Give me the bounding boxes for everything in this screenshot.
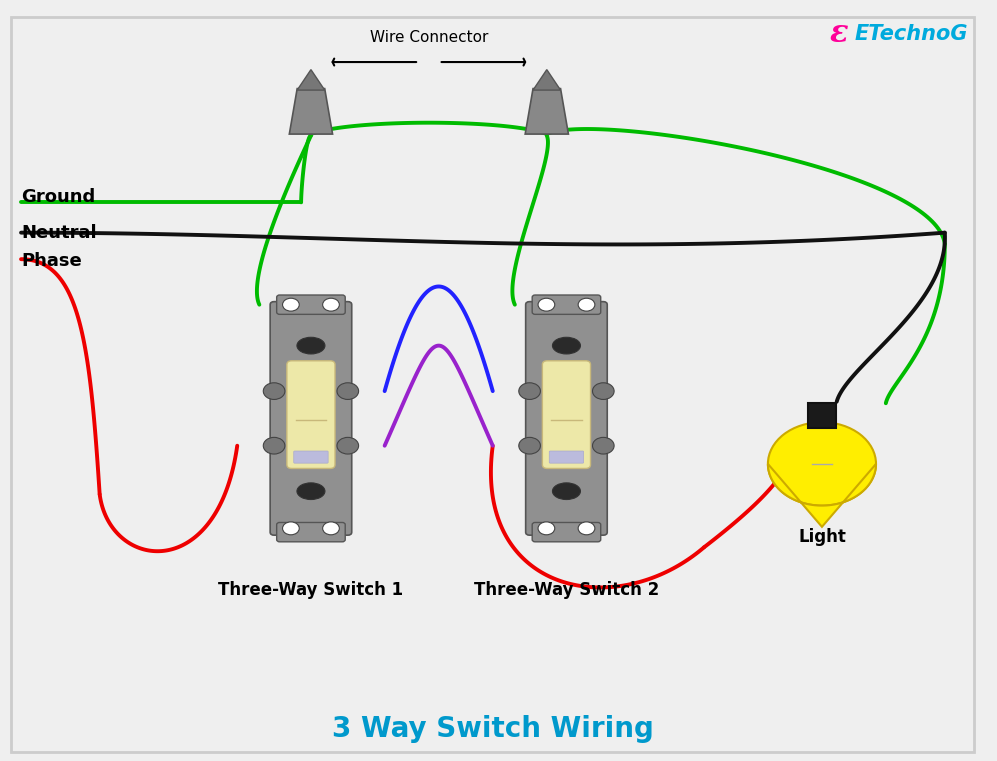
Text: 3 Way Switch Wiring: 3 Way Switch Wiring bbox=[332, 715, 654, 743]
Polygon shape bbox=[297, 69, 325, 90]
FancyBboxPatch shape bbox=[525, 301, 607, 535]
Circle shape bbox=[538, 522, 554, 535]
Circle shape bbox=[282, 298, 299, 311]
Circle shape bbox=[559, 400, 573, 410]
Circle shape bbox=[337, 383, 359, 400]
Ellipse shape bbox=[297, 337, 325, 354]
FancyBboxPatch shape bbox=[809, 403, 835, 428]
Text: Phase: Phase bbox=[21, 252, 82, 269]
FancyBboxPatch shape bbox=[287, 361, 335, 469]
Text: Ground: Ground bbox=[21, 188, 96, 206]
FancyBboxPatch shape bbox=[277, 295, 345, 314]
Polygon shape bbox=[289, 88, 333, 134]
Ellipse shape bbox=[552, 337, 580, 354]
Text: Three-Way Switch 2: Three-Way Switch 2 bbox=[474, 581, 659, 600]
Polygon shape bbox=[525, 88, 568, 134]
Circle shape bbox=[304, 400, 318, 410]
FancyBboxPatch shape bbox=[549, 451, 583, 463]
Circle shape bbox=[282, 522, 299, 535]
Text: ε: ε bbox=[830, 18, 848, 49]
FancyBboxPatch shape bbox=[294, 451, 328, 463]
FancyBboxPatch shape bbox=[277, 523, 345, 542]
Circle shape bbox=[263, 383, 285, 400]
Text: Light: Light bbox=[798, 528, 845, 546]
Circle shape bbox=[538, 298, 554, 311]
Circle shape bbox=[578, 298, 595, 311]
Polygon shape bbox=[533, 69, 560, 90]
FancyBboxPatch shape bbox=[542, 361, 590, 469]
Circle shape bbox=[323, 298, 339, 311]
Circle shape bbox=[518, 383, 540, 400]
Text: Neutral: Neutral bbox=[21, 224, 97, 243]
FancyBboxPatch shape bbox=[270, 301, 352, 535]
FancyBboxPatch shape bbox=[532, 295, 601, 314]
FancyBboxPatch shape bbox=[532, 523, 601, 542]
Ellipse shape bbox=[552, 483, 580, 499]
Circle shape bbox=[518, 438, 540, 454]
Text: ETechnoG: ETechnoG bbox=[854, 24, 968, 44]
Text: Three-Way Switch 1: Three-Way Switch 1 bbox=[218, 581, 404, 600]
Circle shape bbox=[592, 383, 614, 400]
Text: Wire Connector: Wire Connector bbox=[370, 30, 489, 46]
Circle shape bbox=[263, 438, 285, 454]
Polygon shape bbox=[768, 464, 876, 527]
Circle shape bbox=[578, 522, 595, 535]
Circle shape bbox=[592, 438, 614, 454]
Circle shape bbox=[337, 438, 359, 454]
Circle shape bbox=[768, 422, 876, 505]
Ellipse shape bbox=[297, 483, 325, 499]
Circle shape bbox=[323, 522, 339, 535]
